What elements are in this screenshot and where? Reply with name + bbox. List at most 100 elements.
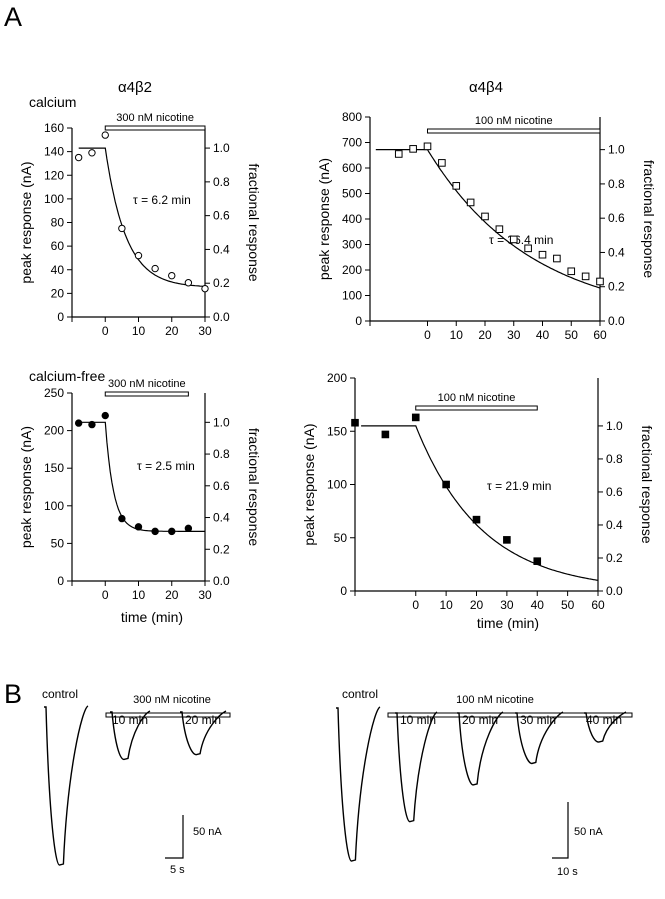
row-label-calcium-free: calcium-free — [29, 368, 105, 384]
x-tick-label: 0 — [412, 598, 419, 612]
data-point — [466, 198, 475, 207]
current-trace — [110, 710, 151, 761]
tau-annotation: τ = 36.4 min — [489, 233, 553, 247]
y-tick-label: 250 — [44, 386, 64, 400]
fit-curve — [361, 425, 599, 581]
scale-bar — [552, 802, 569, 859]
y2-tick-label: 0.0 — [608, 314, 625, 328]
x-tick-label: 20 — [165, 588, 179, 602]
data-point — [134, 523, 143, 531]
scale-current-label: 50 nA — [193, 826, 222, 838]
current-trace — [336, 706, 381, 862]
data-point — [168, 271, 176, 280]
data-point — [423, 142, 432, 151]
data-point — [438, 159, 446, 167]
y2-axis-label: fractional response — [641, 160, 657, 279]
y-tick-label: 150 — [44, 461, 64, 475]
y-tick-label: 600 — [342, 161, 362, 175]
data-point — [184, 524, 193, 533]
y2-tick-label: 0.0 — [606, 584, 623, 598]
data-point — [481, 212, 489, 221]
data-point — [134, 251, 143, 260]
current-traces-a4b4: 100 nM nicotine control 10 min 20 min 30 min… — [336, 687, 633, 878]
y2-tick-label: 0.0 — [213, 310, 230, 324]
current-trace — [395, 711, 438, 823]
x-tick-label: 10 — [132, 324, 146, 338]
data-point — [533, 557, 542, 565]
nicotine-bar-label: 300 nM nicotine — [108, 378, 186, 390]
current-trace — [515, 711, 564, 765]
y-tick-label: 200 — [327, 371, 347, 385]
y-tick-label: 20 — [51, 286, 65, 300]
nicotine-bar-label: 100 nM nicotine — [456, 694, 534, 706]
trace-label: 10 min — [400, 713, 436, 727]
data-point — [118, 514, 126, 523]
tau-annotation: τ = 21.9 min — [487, 479, 551, 493]
current-trace — [180, 710, 227, 756]
y-tick-label: 200 — [44, 424, 64, 438]
y-axis-label: peak response (nA) — [18, 161, 34, 283]
trace-label: 10 min — [112, 713, 148, 727]
y-axis-label: peak response (nA) — [18, 426, 34, 548]
data-point — [411, 413, 420, 422]
x-tick-label: 20 — [165, 324, 179, 338]
current-trace — [44, 705, 89, 866]
y-tick-label: 200 — [342, 263, 362, 277]
y-tick-label: 150 — [327, 424, 347, 438]
x-tick-label: 50 — [561, 598, 575, 612]
data-point — [495, 225, 504, 233]
y2-axis-label: fractional response — [246, 163, 262, 282]
data-point — [596, 277, 604, 286]
x-tick-label: 40 — [531, 598, 545, 612]
data-point — [118, 224, 126, 233]
data-point — [88, 149, 96, 157]
nicotine-application-bar — [415, 405, 538, 411]
y-tick-label: 100 — [44, 192, 64, 206]
y2-axis-label: fractional response — [639, 425, 655, 544]
current-traces-a4b2: 300 nM nicotine control 10 min 20 min 50 nA 5… — [42, 687, 231, 876]
current-trace — [584, 711, 627, 743]
y-tick-label: 0 — [340, 584, 347, 598]
trace-label: control — [42, 687, 78, 701]
y-tick-label: 700 — [342, 136, 362, 150]
trace-label: 30 min — [520, 713, 556, 727]
data-point — [101, 411, 109, 420]
scale-time-label: 5 s — [170, 864, 185, 876]
nicotine-bar-label: 300 nM nicotine — [133, 694, 211, 706]
y-tick-label: 0 — [57, 310, 64, 324]
chart-a4b4-calcium-free: 0 50 100 150 200 0 10 20 30 40 50 600.0 0.2 0.4 0.6 0.8… — [301, 371, 655, 612]
y-tick-label: 120 — [44, 168, 64, 182]
y-tick-label: 100 — [327, 478, 347, 492]
y2-tick-label: 0.6 — [608, 211, 625, 225]
x-axis-label-right: time (min) — [477, 615, 539, 631]
y2-tick-label: 0.8 — [606, 452, 623, 466]
y-tick-label: 100 — [44, 499, 64, 513]
x-tick-label: 0 — [102, 588, 109, 602]
y-tick-label: 80 — [51, 216, 65, 230]
y-tick-label: 160 — [44, 121, 64, 135]
trace-label: 20 min — [462, 713, 498, 727]
y-tick-label: 50 — [51, 536, 65, 550]
nicotine-bar-label: 100 nM nicotine — [475, 115, 553, 127]
trace-label: control — [342, 687, 378, 701]
nicotine-application-bar — [427, 128, 601, 134]
y-tick-label: 140 — [44, 145, 64, 159]
y-tick-label: 500 — [342, 187, 362, 201]
y-tick-label: 300 — [342, 238, 362, 252]
x-tick-label: 60 — [593, 328, 607, 342]
y2-tick-label: 0.2 — [213, 276, 230, 290]
y2-tick-label: 0.2 — [606, 551, 623, 565]
x-tick-label: 30 — [500, 598, 514, 612]
y2-tick-label: 0.4 — [608, 245, 625, 259]
row-label-calcium: calcium — [29, 94, 76, 110]
data-point — [472, 515, 481, 524]
y2-tick-label: 0.4 — [606, 518, 623, 532]
data-point — [409, 145, 417, 153]
data-point — [151, 527, 159, 536]
data-point — [101, 131, 109, 139]
fit-curve — [78, 421, 205, 532]
x-tick-label: 10 — [132, 588, 146, 602]
y-tick-label: 50 — [334, 531, 348, 545]
data-point — [168, 527, 176, 536]
